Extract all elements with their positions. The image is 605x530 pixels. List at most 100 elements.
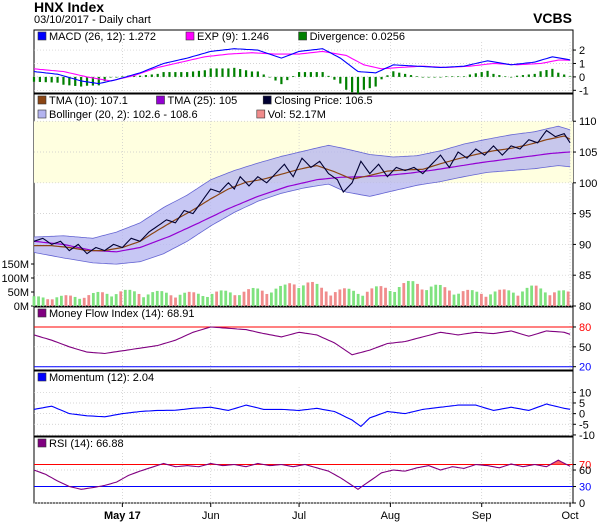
macd-divergence-bar xyxy=(539,71,542,77)
volume-bar xyxy=(539,288,543,306)
volume-bar xyxy=(233,295,237,306)
volume-bar xyxy=(251,287,255,306)
macd-divergence-bar xyxy=(68,76,71,86)
macd-divergence-bar xyxy=(97,76,100,86)
macd-divergence-bar xyxy=(504,76,507,77)
macd-ytick-label-0: 2 xyxy=(579,45,585,57)
rsi-ytick-label-0: 70 xyxy=(579,460,591,472)
macd-divergence-bar xyxy=(115,76,118,78)
macd-divergence-bar xyxy=(492,73,495,77)
macd-divergence-bar xyxy=(156,73,159,77)
volume-bar xyxy=(324,291,328,306)
volume-bar xyxy=(566,291,570,306)
momentum-legend-swatch-0 xyxy=(37,372,47,382)
macd-divergence-bar xyxy=(262,74,265,77)
macd-divergence-bar xyxy=(468,74,472,77)
volume-bar xyxy=(507,290,511,306)
macd-divergence-bar xyxy=(345,76,348,90)
macd-divergence-bar xyxy=(386,75,389,77)
macd-divergence-bar xyxy=(415,76,418,77)
volume-bar xyxy=(206,296,209,306)
volume-bar xyxy=(297,288,301,306)
macd-divergence-bar xyxy=(91,76,95,86)
momentum-ytick-label-0: 10 xyxy=(579,387,591,399)
macd-legend-swatch-2 xyxy=(298,31,307,41)
volume-bar xyxy=(128,289,132,306)
macd-divergence-bar xyxy=(398,72,401,77)
volume-bar xyxy=(73,296,77,306)
volume-bar xyxy=(96,291,100,306)
macd-divergence-bar xyxy=(74,76,77,86)
volume-bar xyxy=(110,296,114,306)
volume-bar xyxy=(347,288,351,306)
macd-divergence-bar xyxy=(227,68,230,77)
macd-divergence-bar xyxy=(527,74,530,77)
brand-label: VCBS xyxy=(533,10,572,26)
volume-bar xyxy=(283,284,287,306)
volume-bar xyxy=(215,291,219,306)
volume-bar xyxy=(498,289,502,306)
bollinger-band xyxy=(34,126,571,265)
volume-ytick-label-1: 100M xyxy=(1,273,29,285)
volume-bar xyxy=(466,289,470,306)
mfi-legend-swatch-0 xyxy=(37,308,47,318)
macd-divergence-bar xyxy=(292,76,295,77)
macd-divergence-bar xyxy=(498,75,501,77)
rsi-legend-label-0: RSI (14): 66.88 xyxy=(49,438,124,450)
volume-bar xyxy=(452,294,456,306)
macd-divergence-bar xyxy=(233,67,236,77)
macd-divergence-bar xyxy=(321,72,324,77)
volume-bar xyxy=(37,296,40,306)
macd-divergence-bar xyxy=(197,70,201,77)
x-tick-label-2: Jul xyxy=(292,510,306,522)
volume-bar xyxy=(534,285,538,306)
macd-divergence-bar xyxy=(150,74,153,77)
volume-bar xyxy=(247,289,250,306)
price-ytick-label-4: 90 xyxy=(579,239,591,251)
volume-bar xyxy=(78,298,82,306)
volume-bar xyxy=(238,295,241,306)
macd-divergence-bar xyxy=(563,74,566,77)
macd-divergence-bar xyxy=(215,68,218,77)
volume-bar xyxy=(374,286,378,306)
macd-divergence-bar xyxy=(327,75,330,77)
volume-bar xyxy=(320,287,324,306)
macd-divergence-bar xyxy=(333,76,336,80)
bollinger-upper-line xyxy=(33,125,571,239)
macd-legend-swatch-0 xyxy=(37,31,47,41)
macd-divergence-bar xyxy=(244,70,248,77)
volume-bar xyxy=(370,288,374,306)
price-ytick-label-3: 95 xyxy=(579,209,591,221)
macd-divergence-bar xyxy=(451,76,454,77)
volume-bar xyxy=(59,295,63,306)
volume-bar xyxy=(288,283,292,306)
macd-divergence-bar xyxy=(356,76,360,95)
macd-divergence-bar xyxy=(168,72,171,77)
volume-bar xyxy=(306,282,310,306)
x-tick-label-5: Oct xyxy=(561,510,578,522)
x-tick-label-1: Jun xyxy=(202,510,220,522)
macd-divergence-bar xyxy=(510,76,513,78)
volume-bar xyxy=(105,293,109,306)
volume-bar xyxy=(434,284,438,306)
rsi-ytick-label-1: 60 xyxy=(579,465,591,477)
volume-bar xyxy=(429,286,433,306)
volume-bar xyxy=(484,296,488,306)
volume-bar xyxy=(521,291,524,306)
volume-bar xyxy=(269,292,273,306)
macd-divergence-bar xyxy=(433,76,436,78)
volume-bar xyxy=(493,291,497,306)
macd-divergence-bar xyxy=(203,70,206,77)
volume-bar xyxy=(479,293,483,306)
momentum-line xyxy=(33,403,571,428)
macd-divergence-bar xyxy=(374,76,377,87)
macd-divergence-bar xyxy=(445,76,448,77)
macd-divergence-bar xyxy=(350,76,354,93)
x-tick-label-0: May 17 xyxy=(104,510,141,522)
volume-bar xyxy=(343,288,346,306)
volume-bar xyxy=(91,292,95,306)
price-legend-swatch-4 xyxy=(256,109,266,119)
macd-divergence-bar xyxy=(462,76,466,77)
